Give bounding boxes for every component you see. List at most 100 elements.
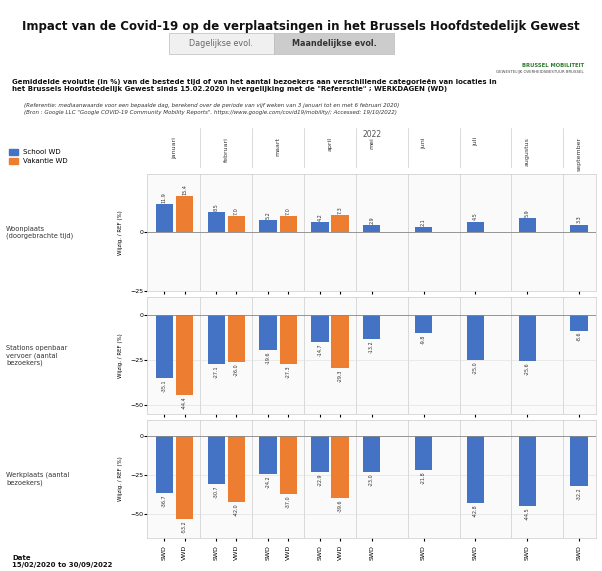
Bar bbox=[331, 215, 349, 232]
Text: maart: maart bbox=[276, 137, 281, 156]
Text: -30.7: -30.7 bbox=[214, 485, 219, 498]
Text: -25.6: -25.6 bbox=[525, 363, 530, 375]
Text: juli: juli bbox=[473, 137, 478, 146]
Text: -32.2: -32.2 bbox=[577, 488, 582, 500]
Bar bbox=[279, 216, 297, 232]
Bar bbox=[467, 436, 484, 503]
Text: 7.0: 7.0 bbox=[286, 207, 291, 215]
Text: -42.8: -42.8 bbox=[473, 504, 478, 517]
Bar bbox=[570, 436, 588, 486]
Text: -29.3: -29.3 bbox=[338, 369, 343, 382]
Text: 3.3: 3.3 bbox=[577, 215, 582, 223]
Bar bbox=[415, 315, 432, 333]
Text: -42.0: -42.0 bbox=[234, 503, 239, 516]
Bar bbox=[156, 204, 173, 232]
Bar bbox=[518, 315, 536, 361]
Text: Stations openbaar
vervoer (aantal
bezoekers): Stations openbaar vervoer (aantal bezoek… bbox=[6, 345, 67, 366]
Bar bbox=[228, 315, 245, 362]
Text: -24.2: -24.2 bbox=[265, 475, 270, 488]
Legend: School WD, Vakantie WD: School WD, Vakantie WD bbox=[10, 149, 68, 164]
Text: 2022: 2022 bbox=[362, 130, 381, 139]
Text: -37.0: -37.0 bbox=[286, 495, 291, 508]
Text: -14.7: -14.7 bbox=[317, 343, 323, 356]
Bar bbox=[176, 315, 193, 395]
Text: -27.3: -27.3 bbox=[286, 365, 291, 379]
Bar bbox=[176, 436, 193, 519]
Text: Maandelijkse evol.: Maandelijkse evol. bbox=[292, 39, 376, 48]
Text: 2.1: 2.1 bbox=[421, 218, 426, 226]
Bar bbox=[570, 315, 588, 331]
Text: Werkplaats (aantal
bezoekers): Werkplaats (aantal bezoekers) bbox=[6, 472, 69, 486]
Text: januari: januari bbox=[172, 137, 177, 159]
Bar bbox=[279, 315, 297, 364]
Bar bbox=[363, 436, 380, 472]
Bar bbox=[311, 223, 329, 232]
Bar bbox=[331, 315, 349, 368]
Bar bbox=[279, 436, 297, 494]
Bar bbox=[467, 315, 484, 360]
Text: (Referentie: mediaanwaarde voor een bepaalde dag, berekend over de periode van v: (Referentie: mediaanwaarde voor een bepa… bbox=[24, 103, 399, 108]
Text: 5.2: 5.2 bbox=[265, 211, 270, 219]
Text: -13.2: -13.2 bbox=[369, 340, 374, 353]
Text: 8.5: 8.5 bbox=[214, 203, 219, 211]
Text: 2.9: 2.9 bbox=[369, 216, 374, 224]
Bar bbox=[156, 436, 173, 493]
Text: -36.7: -36.7 bbox=[162, 494, 167, 508]
Text: juni: juni bbox=[421, 137, 426, 148]
Text: 7.0: 7.0 bbox=[234, 207, 239, 215]
Bar bbox=[259, 436, 277, 474]
Text: 11.9: 11.9 bbox=[162, 192, 167, 203]
Text: Woonplaats
(doorgebrachte tijd): Woonplaats (doorgebrachte tijd) bbox=[6, 226, 73, 239]
Bar bbox=[570, 224, 588, 232]
Text: februari: februari bbox=[224, 137, 229, 162]
Text: 7.3: 7.3 bbox=[338, 206, 343, 214]
Text: -26.0: -26.0 bbox=[234, 363, 239, 376]
Bar bbox=[467, 222, 484, 232]
Bar bbox=[415, 227, 432, 232]
Bar bbox=[208, 212, 225, 232]
Text: (Bron : Google LLC "Google COVID-19 Community Mobility Reports". https://www.goo: (Bron : Google LLC "Google COVID-19 Comm… bbox=[24, 110, 397, 115]
Text: -39.6: -39.6 bbox=[338, 499, 343, 512]
Text: -23.0: -23.0 bbox=[369, 473, 374, 486]
Text: -9.8: -9.8 bbox=[421, 334, 426, 344]
Text: mei: mei bbox=[369, 137, 374, 149]
Text: -22.9: -22.9 bbox=[317, 473, 323, 486]
Bar bbox=[176, 196, 193, 232]
Text: BRUSSEL MOBILITEIT: BRUSSEL MOBILITEIT bbox=[522, 63, 584, 68]
Bar bbox=[156, 315, 173, 379]
Bar bbox=[259, 220, 277, 232]
Text: april: april bbox=[327, 137, 332, 151]
Bar bbox=[311, 315, 329, 341]
Text: -35.1: -35.1 bbox=[162, 380, 167, 392]
Text: 4.2: 4.2 bbox=[317, 214, 323, 221]
Text: Impact van de Covid-19 op de verplaatsingen in het Brussels Hoofdstedelijk Gewes: Impact van de Covid-19 op de verplaatsin… bbox=[22, 20, 580, 33]
Bar bbox=[259, 315, 277, 351]
Text: Dagelijkse evol.: Dagelijkse evol. bbox=[189, 39, 253, 48]
Bar bbox=[415, 436, 432, 470]
Text: GEWESTELIJK OVERHEIDSBESTUUR BRUSSEL: GEWESTELIJK OVERHEIDSBESTUUR BRUSSEL bbox=[496, 70, 584, 74]
Text: augustus: augustus bbox=[525, 137, 530, 166]
Text: 5.9: 5.9 bbox=[525, 210, 530, 217]
Bar bbox=[331, 436, 349, 498]
Text: -53.2: -53.2 bbox=[182, 521, 187, 533]
Text: -21.8: -21.8 bbox=[421, 472, 426, 484]
Bar bbox=[363, 226, 380, 232]
Y-axis label: Wijzig. / REF (%): Wijzig. / REF (%) bbox=[118, 333, 123, 378]
Text: 4.5: 4.5 bbox=[473, 213, 478, 220]
Bar bbox=[311, 436, 329, 472]
Text: -8.6: -8.6 bbox=[577, 332, 582, 341]
Text: -19.6: -19.6 bbox=[265, 352, 270, 364]
Bar bbox=[228, 436, 245, 501]
Bar bbox=[208, 436, 225, 484]
Text: Date
15/02/2020 to 30/09/2022: Date 15/02/2020 to 30/09/2022 bbox=[12, 555, 113, 568]
Bar bbox=[228, 216, 245, 232]
Bar bbox=[518, 219, 536, 232]
Text: 15.4: 15.4 bbox=[182, 184, 187, 195]
Y-axis label: Wijzig. / REF (%): Wijzig. / REF (%) bbox=[118, 457, 123, 501]
Text: -44.4: -44.4 bbox=[182, 396, 187, 409]
Bar bbox=[518, 436, 536, 505]
Bar bbox=[208, 315, 225, 364]
Text: -25.0: -25.0 bbox=[473, 361, 478, 374]
Y-axis label: Wijzig. / REF (%): Wijzig. / REF (%) bbox=[118, 210, 123, 255]
Bar bbox=[363, 315, 380, 339]
